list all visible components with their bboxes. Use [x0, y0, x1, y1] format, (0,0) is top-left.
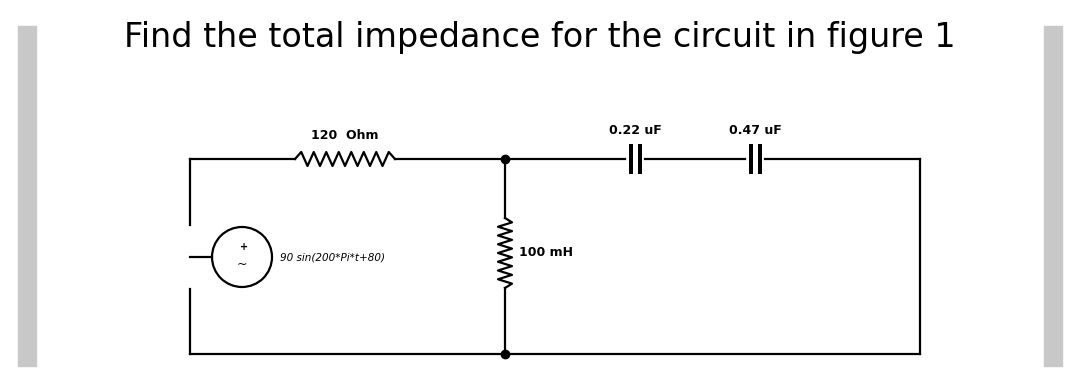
Text: +: + — [240, 242, 248, 252]
Bar — [1044, 26, 1062, 366]
Text: ~: ~ — [237, 258, 247, 270]
Text: 120  Ohm: 120 Ohm — [311, 129, 379, 142]
Text: 0.22 uF: 0.22 uF — [609, 124, 661, 137]
Text: 0.47 uF: 0.47 uF — [729, 124, 781, 137]
Text: 100 mH: 100 mH — [519, 247, 573, 259]
Text: Find the total impedance for the circuit in figure 1: Find the total impedance for the circuit… — [124, 21, 956, 54]
Text: 90 sin(200*Pi*t+80): 90 sin(200*Pi*t+80) — [280, 252, 384, 262]
Bar — [18, 26, 36, 366]
